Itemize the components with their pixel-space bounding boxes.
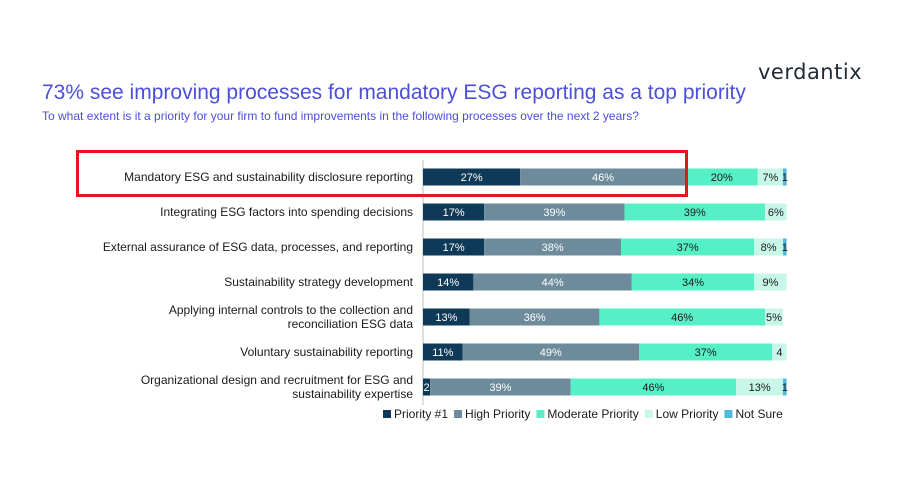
data-label: 39% xyxy=(684,207,706,219)
bar-segment xyxy=(462,343,639,361)
bar-segment xyxy=(423,308,470,326)
category-label: Integrating ESG factors into spending de… xyxy=(160,205,413,219)
data-label: 1 xyxy=(782,242,788,254)
category-label: sustainability expertise xyxy=(292,387,413,401)
data-label: 34% xyxy=(682,277,704,289)
data-label: 13% xyxy=(435,312,457,324)
data-label: 46% xyxy=(671,312,693,324)
bar-segment xyxy=(473,273,632,291)
bar-segment xyxy=(423,378,431,396)
bar-segment xyxy=(754,273,787,291)
data-label: 27% xyxy=(461,172,483,184)
bar-segment xyxy=(469,308,600,326)
data-label: 49% xyxy=(540,347,562,359)
bar-segment xyxy=(783,168,787,186)
verdantix-logo: verdantix xyxy=(758,60,863,84)
legend-swatch xyxy=(644,410,653,418)
bar-segment xyxy=(484,238,621,256)
data-label: 4 xyxy=(776,347,782,359)
data-label: 46% xyxy=(592,172,614,184)
legend-swatch xyxy=(536,410,545,418)
data-label: 20% xyxy=(711,172,733,184)
data-label: 11% xyxy=(432,347,453,359)
bar-segment xyxy=(423,203,485,221)
legend-label: Priority #1 xyxy=(394,407,448,421)
category-label: Applying internal controls to the collec… xyxy=(169,303,413,317)
bar-segment xyxy=(772,343,787,361)
data-label: 39% xyxy=(489,382,511,394)
legend-swatch xyxy=(383,410,391,418)
bar-segment xyxy=(599,308,765,326)
bar-segment xyxy=(765,308,783,326)
data-label: 46% xyxy=(642,382,664,394)
bar-segment xyxy=(430,378,571,396)
data-label: 37% xyxy=(695,347,717,359)
bar-segment xyxy=(423,273,474,291)
data-label: 9% xyxy=(762,277,778,289)
data-label: 14% xyxy=(437,277,459,289)
data-label: 1 xyxy=(782,172,788,184)
bar-segment xyxy=(639,343,773,361)
data-label: 2 xyxy=(424,382,430,394)
bar-segment xyxy=(423,168,521,186)
data-label: 5% xyxy=(766,312,782,324)
bar-segment xyxy=(783,238,787,256)
legend-label: High Priority xyxy=(465,407,530,421)
chart-subtitle: To what extent is it a priority for your… xyxy=(42,109,639,123)
data-label: 8% xyxy=(761,242,777,254)
bar-segment xyxy=(754,238,783,256)
data-label: 38% xyxy=(542,242,564,254)
bar-segment xyxy=(484,203,625,221)
data-label: 17% xyxy=(443,207,465,219)
bar-segment xyxy=(570,378,737,396)
category-label: Mandatory ESG and sustainability disclos… xyxy=(124,170,413,184)
legend-label: Moderate Priority xyxy=(547,407,638,421)
bar-segment xyxy=(736,378,783,396)
data-label: 13% xyxy=(749,382,771,394)
data-label: 6% xyxy=(768,207,784,219)
category-label: reconciliation ESG data xyxy=(288,317,414,331)
data-label: 1 xyxy=(782,382,788,394)
highlight-box xyxy=(76,150,688,197)
bar-segment xyxy=(783,378,787,396)
category-label: External assurance of ESG data, processe… xyxy=(103,240,413,254)
category-label: Voluntary sustainability reporting xyxy=(240,345,413,359)
bar-segment xyxy=(765,203,787,221)
legend-swatch xyxy=(454,410,463,418)
legend-swatch xyxy=(724,410,733,418)
chart-title: 73% see improving processes for mandator… xyxy=(42,81,746,104)
legend-label: Not Sure xyxy=(735,407,783,421)
bar-segment xyxy=(423,343,463,361)
data-label: 37% xyxy=(677,242,699,254)
category-label: Organizational design and recruitment fo… xyxy=(141,373,413,387)
category-label: Sustainability strategy development xyxy=(224,275,413,289)
bar-segment xyxy=(624,203,765,221)
bar-segment xyxy=(621,238,755,256)
bar-segment xyxy=(685,168,758,186)
data-label: 39% xyxy=(543,207,565,219)
data-label: 17% xyxy=(443,242,465,254)
data-label: 44% xyxy=(542,277,564,289)
bar-segment xyxy=(423,238,485,256)
data-label: 36% xyxy=(524,312,546,324)
bar-segment xyxy=(631,273,755,291)
bar-segment xyxy=(520,168,686,186)
legend-label: Low Priority xyxy=(656,407,719,421)
data-label: 7% xyxy=(762,172,778,184)
bar-segment xyxy=(757,168,783,186)
